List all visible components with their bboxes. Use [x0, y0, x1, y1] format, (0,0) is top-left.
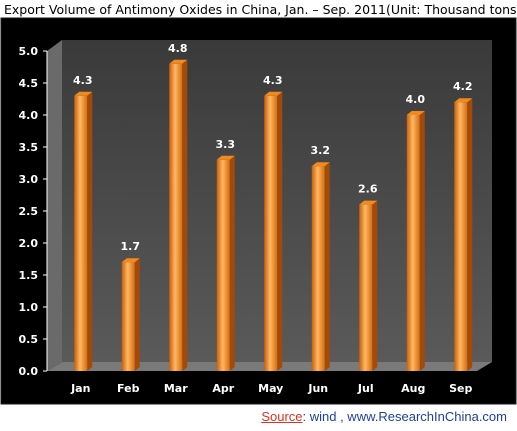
- y-tick-label: 1.5: [19, 269, 39, 282]
- x-tick-label: Aug: [401, 382, 425, 395]
- bar-top: [406, 111, 425, 115]
- bar-side: [324, 162, 330, 371]
- chart-title: Export Volume of Antimony Oxides in Chin…: [4, 2, 517, 17]
- bar-mar: [169, 63, 183, 372]
- data-label: 4.8: [168, 42, 188, 55]
- y-tick-label: 2.5: [19, 205, 39, 218]
- bar-top: [454, 98, 473, 103]
- y-tick-label: 4.5: [19, 77, 39, 90]
- y-tick-label: 0.0: [19, 365, 39, 378]
- bar-apr: [216, 159, 230, 371]
- data-label: 4.0: [406, 93, 426, 106]
- source-text: : wind , www.ResearchInChina.com: [302, 409, 507, 424]
- x-tick-label: Feb: [117, 382, 140, 395]
- x-tick-label: Jan: [70, 382, 90, 395]
- data-label: 4.2: [453, 80, 473, 93]
- bar-jun: [311, 166, 325, 371]
- bar-top: [216, 155, 235, 160]
- y-tick-label: 2.0: [19, 237, 39, 250]
- source-label: Source: [261, 409, 303, 424]
- source-note: Source: wind , www.ResearchInChina.com: [261, 409, 507, 424]
- bar-side: [134, 258, 140, 371]
- bar-top: [311, 162, 330, 167]
- y-tick-label: 1.0: [19, 301, 39, 314]
- y-tick-label: 0.5: [19, 333, 39, 346]
- plot-side-wall: [47, 40, 62, 371]
- bar-side: [467, 98, 473, 371]
- y-tick-label: 3.5: [19, 141, 39, 154]
- data-label: 3.3: [216, 138, 236, 151]
- data-label: 3.2: [311, 144, 331, 157]
- x-tick-label: Jun: [307, 382, 328, 395]
- bar-may: [264, 95, 278, 372]
- bar-aug: [406, 115, 420, 371]
- x-tick-label: Apr: [212, 382, 234, 395]
- bar-side: [182, 59, 188, 372]
- data-label: 2.6: [358, 183, 378, 196]
- x-axis-ticks: Jan Feb Mar Apr May Jun Jul Aug Sep: [70, 382, 472, 395]
- data-label: 4.3: [73, 74, 93, 87]
- bar-top: [169, 59, 188, 64]
- x-tick-label: Sep: [449, 382, 472, 395]
- y-tick-label: 4.0: [19, 109, 39, 122]
- bar-top: [264, 91, 283, 96]
- bar-sep: [454, 102, 468, 371]
- bar-side: [419, 111, 425, 371]
- bar-top: [74, 91, 93, 96]
- bar-side: [277, 91, 283, 372]
- data-label: 1.7: [121, 240, 141, 253]
- bar-side: [229, 155, 235, 371]
- bars: 4.3 1.7 4.8 3.3 4.3 3.2 2.6 4.0 4.2: [73, 42, 473, 372]
- x-tick-label: Mar: [164, 382, 188, 395]
- bar-top: [359, 200, 378, 205]
- x-tick-label: May: [258, 382, 283, 395]
- bar-jul: [359, 204, 373, 371]
- bar-feb: [121, 262, 135, 371]
- y-tick-label: 3.0: [19, 173, 39, 186]
- y-axis-ticks: 0.0 0.5 1.0 1.5 2.0 2.5 3.0 3.5 4.0 4.5 5.0: [19, 45, 48, 378]
- y-tick-label: 5.0: [19, 45, 39, 58]
- bar-jan: [74, 95, 88, 372]
- data-label: 4.3: [263, 74, 283, 87]
- bar-top: [121, 258, 140, 263]
- x-tick-label: Jul: [357, 382, 374, 395]
- bar-side: [87, 91, 93, 372]
- bar-side: [372, 200, 378, 371]
